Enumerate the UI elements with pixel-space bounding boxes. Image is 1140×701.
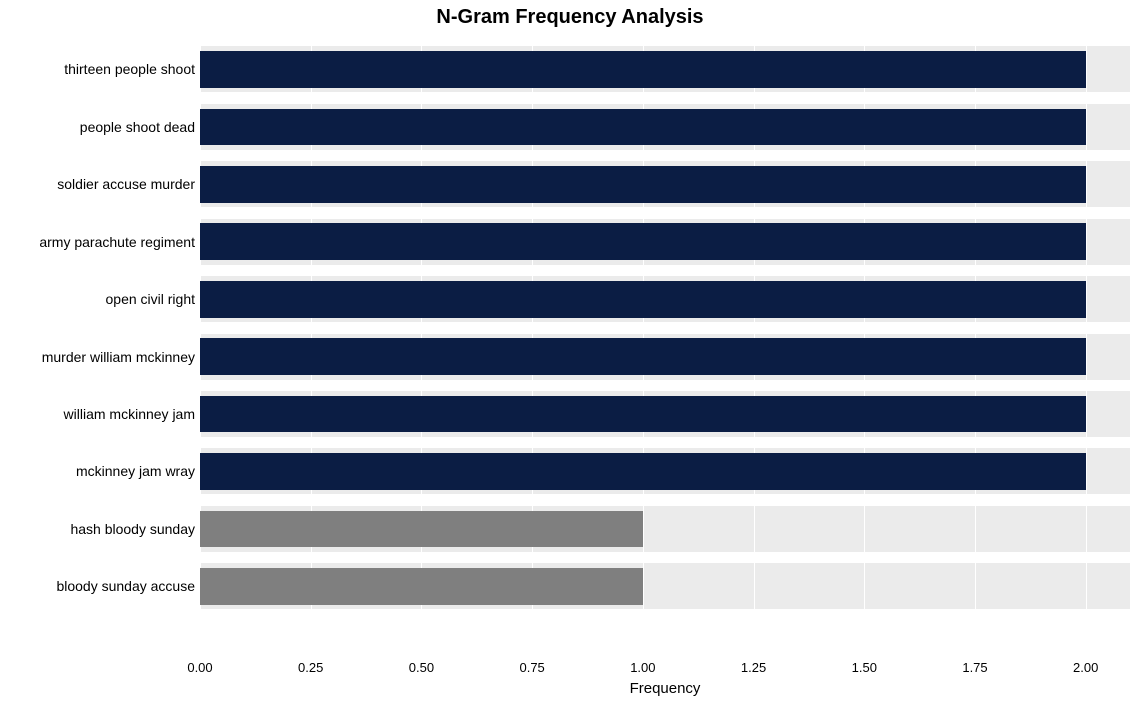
bar (200, 453, 1086, 490)
xtick-label: 0.75 (519, 660, 544, 675)
ytick-label: people shoot dead (80, 119, 195, 135)
ytick-label: army parachute regiment (39, 234, 195, 250)
ytick-label: mckinney jam wray (76, 463, 195, 479)
xtick-label: 1.25 (741, 660, 766, 675)
xtick-label: 1.50 (852, 660, 877, 675)
plot-area: 0.000.250.500.751.001.251.501.752.00Freq… (200, 35, 1130, 638)
ytick-label: thirteen people shoot (64, 61, 195, 77)
bar (200, 223, 1086, 260)
bar (200, 568, 643, 605)
bar (200, 338, 1086, 375)
bar (200, 51, 1086, 88)
ytick-label: soldier accuse murder (57, 176, 195, 192)
ngram-frequency-chart: N-Gram Frequency Analysis 0.000.250.500.… (0, 0, 1140, 701)
ytick-label: bloody sunday accuse (56, 578, 195, 594)
bar (200, 109, 1086, 146)
bar (200, 511, 643, 548)
bar (200, 166, 1086, 203)
xtick-label: 0.50 (409, 660, 434, 675)
ytick-label: open civil right (106, 291, 196, 307)
bar (200, 396, 1086, 433)
ytick-label: william mckinney jam (64, 406, 195, 422)
bar (200, 281, 1086, 318)
xtick-label: 1.75 (962, 660, 987, 675)
xtick-label: 0.00 (187, 660, 212, 675)
xtick-label: 1.00 (630, 660, 655, 675)
xtick-label: 2.00 (1073, 660, 1098, 675)
ytick-label: hash bloody sunday (70, 521, 195, 537)
x-axis-label: Frequency (200, 680, 1130, 697)
ytick-label: murder william mckinney (42, 349, 195, 365)
chart-title: N-Gram Frequency Analysis (0, 6, 1140, 29)
xtick-label: 0.25 (298, 660, 323, 675)
bars-top-layer (200, 35, 1130, 638)
